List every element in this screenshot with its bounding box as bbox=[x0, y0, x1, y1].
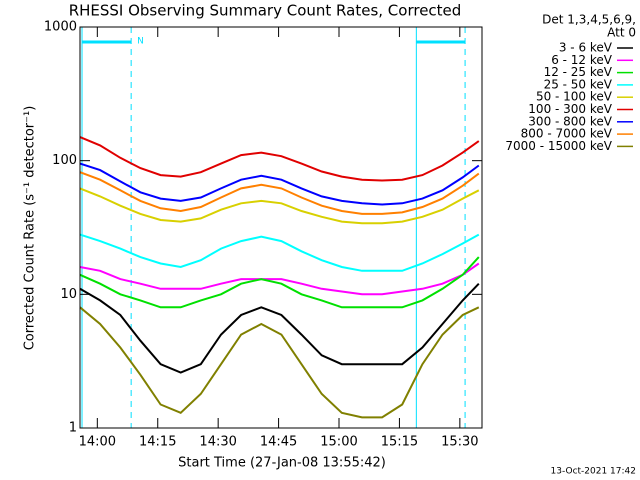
timestamp: 13-Oct-2021 17:42 bbox=[551, 467, 636, 477]
x-tick-label: 14:00 bbox=[79, 435, 116, 450]
x-tick-label: 14:45 bbox=[260, 435, 297, 450]
series-line bbox=[79, 171, 480, 215]
series-line bbox=[79, 136, 480, 182]
legend-label: 12 - 25 keV bbox=[544, 65, 613, 79]
y-axis-label: Corrected Count Rate (s⁻¹ detector⁻¹) bbox=[23, 106, 38, 351]
legend-label: 25 - 50 keV bbox=[544, 77, 613, 91]
y-tick-label: 10 bbox=[60, 287, 77, 302]
night-label: N bbox=[137, 37, 144, 47]
legend-label: 3 - 6 keV bbox=[559, 41, 613, 55]
chart-title: RHESSI Observing Summary Count Rates, Co… bbox=[69, 2, 462, 20]
legend-label: 100 - 300 keV bbox=[528, 102, 612, 116]
series-line bbox=[79, 187, 480, 225]
y-tick-label: 1 bbox=[69, 421, 77, 436]
series-line bbox=[79, 256, 480, 309]
series-line bbox=[79, 162, 480, 206]
x-tick-label: 15:00 bbox=[320, 435, 357, 450]
legend-label: 300 - 800 keV bbox=[528, 114, 612, 128]
series-line bbox=[79, 233, 480, 272]
x-axis-label: Start Time (27-Jan-08 13:55:42) bbox=[178, 456, 386, 471]
legend-label: 7000 - 15000 keV bbox=[505, 139, 612, 153]
y-tick-label: 1000 bbox=[44, 20, 77, 35]
series-line bbox=[79, 262, 480, 296]
legend-label: 50 - 100 keV bbox=[536, 90, 613, 104]
series-line bbox=[79, 306, 480, 419]
x-tick-label: 14:15 bbox=[139, 435, 176, 450]
legend-label: 6 - 12 keV bbox=[551, 53, 613, 67]
x-tick-label: 15:15 bbox=[381, 435, 418, 450]
y-tick-label: 100 bbox=[52, 153, 77, 168]
x-tick-label: 15:30 bbox=[441, 435, 478, 450]
plot-frame bbox=[79, 26, 483, 429]
legend-label: 800 - 7000 keV bbox=[521, 127, 613, 141]
series-line bbox=[79, 283, 480, 374]
x-tick-label: 14:30 bbox=[199, 435, 236, 450]
legend-title: Att 0 bbox=[607, 26, 636, 40]
legend-title: Det 1,3,4,5,6,9, bbox=[542, 13, 636, 27]
